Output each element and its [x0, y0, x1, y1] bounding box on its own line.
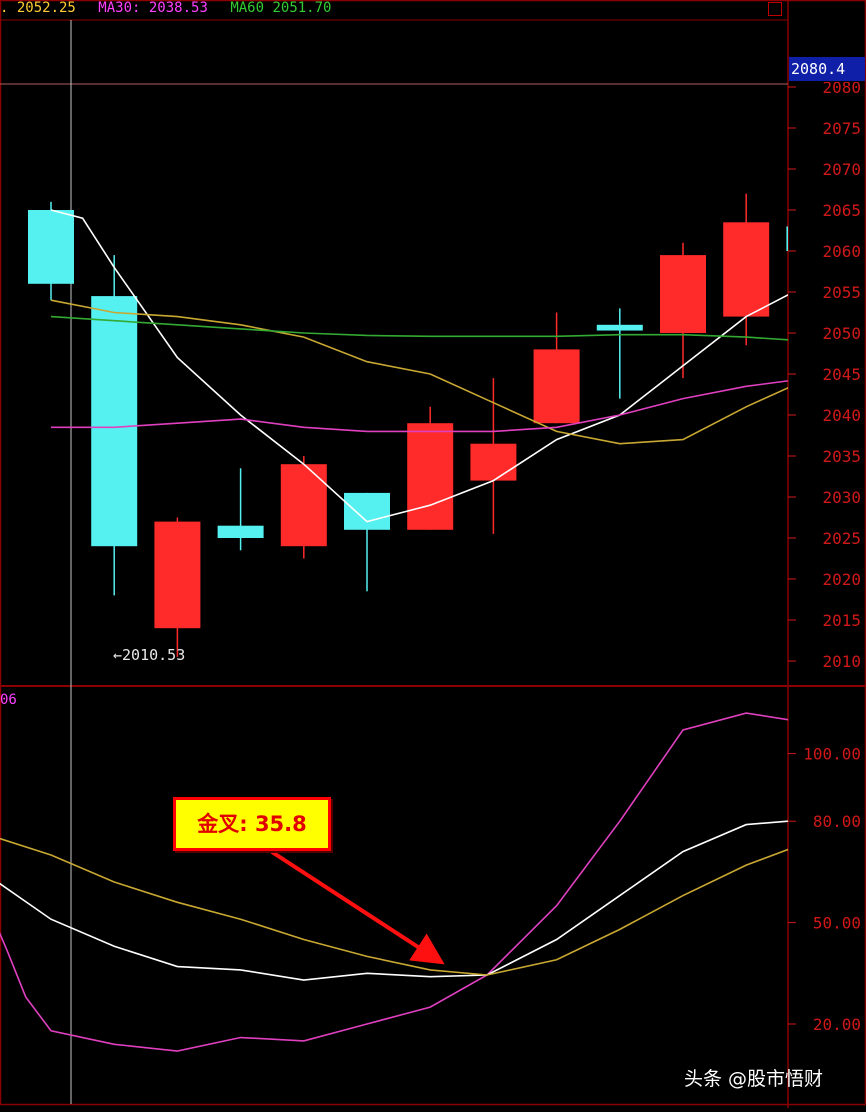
ma-readout-bar: . 2052.25 MA30: 2038.53 MA60 2051.70	[0, 0, 345, 18]
golden-cross-text: 金叉: 35.8	[197, 812, 307, 836]
price-tick-label: 2010	[822, 652, 861, 671]
close-box-icon[interactable]	[768, 2, 782, 16]
candle-body	[91, 296, 138, 547]
candle-body	[280, 464, 327, 547]
ind-line-ma_white	[0, 820, 788, 981]
candle-body	[786, 226, 788, 251]
candle-body	[217, 525, 264, 538]
candle-body	[154, 521, 201, 629]
ind-tick-label: 100.00	[803, 745, 861, 764]
ind-tick-label: 80.00	[813, 812, 861, 831]
candle-body	[470, 443, 517, 481]
callout-arrow	[270, 850, 445, 965]
price-tick-label: 2060	[822, 242, 861, 261]
ma-line-ma_yellow	[50, 299, 788, 445]
price-tick-label: 2025	[822, 529, 861, 548]
price-tick-label: 2050	[822, 324, 861, 343]
price-tick-label: 2080	[822, 78, 861, 97]
ma-readout-2: MA30: 2038.53	[98, 0, 208, 16]
ma-line-ma_magenta	[51, 380, 788, 433]
price-tick-label: 2045	[822, 365, 861, 384]
ma-line-ma_green	[50, 315, 788, 341]
candle-body	[533, 349, 580, 424]
candle-body	[407, 423, 454, 530]
watermark: 头条 @股市悟财	[684, 1068, 824, 1090]
ind-line-ma_yellow	[0, 837, 788, 976]
price-tick-label: 2075	[822, 119, 861, 138]
ma-readout-3: MA60 2051.70	[230, 0, 332, 16]
price-tick-label: 2070	[822, 160, 861, 179]
indicator-label: 06	[0, 692, 17, 708]
min-price-label: ←2010.53	[113, 646, 186, 664]
price-tick-label: 2035	[822, 447, 861, 466]
candle-body	[660, 255, 706, 333]
ind-tick-label: 20.00	[813, 1015, 861, 1034]
golden-cross-callout: 金叉: 35.8	[173, 797, 331, 851]
indicator-lines-group	[0, 712, 788, 1052]
candle-body	[723, 222, 770, 317]
candle-body	[28, 210, 74, 284]
candle-body	[596, 324, 643, 331]
price-tick-label: 2020	[822, 570, 861, 589]
price-tick-label: 2040	[822, 406, 861, 425]
candles-group	[28, 193, 788, 657]
ma-readout-1: . 2052.25	[0, 0, 76, 16]
candle-body	[344, 492, 390, 530]
ma-line-ma_white	[50, 209, 788, 523]
price-tick-label: 2065	[822, 201, 861, 220]
price-tick-label: 2030	[822, 488, 861, 507]
price-tick-label: 2015	[822, 611, 861, 630]
ind-line-ma_magenta	[0, 712, 788, 1052]
ind-tick-label: 50.00	[813, 914, 861, 933]
current-price-tag: 2080.4	[789, 57, 865, 81]
price-tick-label: 2055	[822, 283, 861, 302]
